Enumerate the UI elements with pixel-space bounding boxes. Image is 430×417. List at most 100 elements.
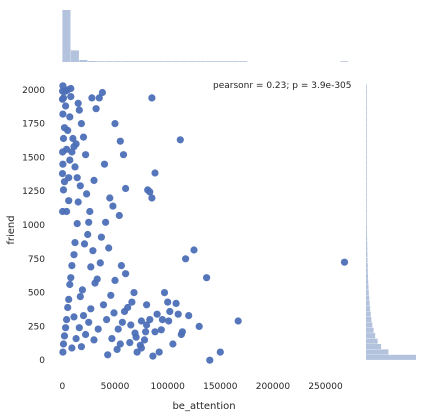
scatter-point bbox=[82, 151, 90, 159]
scatter-point bbox=[59, 134, 68, 143]
y-hist-bar bbox=[366, 349, 389, 355]
y-hist-bar bbox=[366, 203, 367, 209]
scatter-point bbox=[169, 340, 177, 348]
y-hist-bar bbox=[366, 127, 367, 133]
scatter-point bbox=[206, 356, 214, 364]
scatter-point bbox=[59, 348, 67, 356]
scatter-point bbox=[60, 178, 69, 186]
scatter-points bbox=[58, 82, 349, 364]
scatter-point bbox=[59, 110, 67, 118]
scatter-point bbox=[87, 263, 95, 271]
scatter-point bbox=[148, 94, 156, 102]
scatter-point bbox=[104, 351, 112, 359]
y-hist-bar bbox=[366, 89, 367, 95]
scatter-point bbox=[59, 82, 67, 90]
y-hist-bar bbox=[366, 154, 367, 160]
y-hist-bar bbox=[366, 116, 367, 122]
scatter-point bbox=[120, 307, 129, 316]
y-hist-bar bbox=[366, 300, 370, 306]
scatter-point bbox=[178, 328, 186, 336]
scatter-point bbox=[72, 140, 80, 148]
scatter-point bbox=[119, 151, 128, 159]
pearson-annotation: pearsonr = 0.23; p = 3.9e-305 bbox=[213, 81, 352, 91]
y-hist-bar bbox=[366, 311, 371, 317]
scatter-point bbox=[116, 340, 124, 348]
scatter-point bbox=[59, 87, 67, 95]
scatter-point bbox=[72, 335, 80, 343]
y-hist-bar bbox=[366, 100, 367, 106]
y-hist-bar bbox=[366, 149, 367, 155]
scatter-point bbox=[111, 120, 119, 128]
y-hist-bar bbox=[366, 344, 382, 350]
scatter-point bbox=[90, 176, 98, 184]
y-hist-bar bbox=[366, 273, 368, 279]
scatter-point bbox=[65, 197, 73, 205]
scatter-point bbox=[78, 286, 86, 294]
x-hist-bar bbox=[222, 61, 231, 62]
scatter-point bbox=[105, 244, 113, 252]
x-hist-bar bbox=[214, 61, 223, 62]
y-hist-bar bbox=[366, 198, 367, 204]
x-tick-label: 50000 bbox=[101, 382, 130, 392]
x-hist-bar bbox=[340, 61, 349, 62]
y-hist-bar bbox=[366, 279, 369, 285]
scatter-point bbox=[90, 336, 98, 344]
x-hist-bar bbox=[230, 61, 239, 62]
scatter-point bbox=[70, 251, 78, 259]
y-hist-bar bbox=[366, 214, 367, 220]
x-tick-label: 250000 bbox=[308, 382, 343, 392]
y-marginal-histogram bbox=[366, 84, 416, 360]
scatter-point bbox=[62, 324, 70, 332]
scatter-point bbox=[122, 270, 130, 278]
scatter-point bbox=[58, 95, 67, 103]
scatter-point bbox=[77, 120, 85, 128]
scatter-point bbox=[95, 94, 103, 102]
x-hist-bar bbox=[146, 61, 155, 62]
scatter-point bbox=[70, 313, 78, 321]
scatter-point bbox=[59, 160, 67, 168]
y-hist-bar bbox=[366, 170, 367, 176]
scatter-point bbox=[151, 328, 159, 336]
x-hist-bar bbox=[239, 61, 248, 62]
x-hist-bar bbox=[180, 61, 189, 62]
y-axis-label: friend bbox=[6, 215, 17, 244]
scatter-point bbox=[63, 316, 71, 324]
scatter-point bbox=[84, 230, 92, 239]
y-hist-bar bbox=[366, 181, 367, 187]
scatter-point bbox=[77, 343, 85, 351]
scatter-point bbox=[340, 258, 349, 266]
y-hist-bar bbox=[366, 246, 368, 252]
scatter-point bbox=[62, 102, 70, 110]
scatter-point bbox=[68, 148, 76, 156]
y-hist-bar bbox=[366, 262, 368, 268]
y-tick-label: 500 bbox=[28, 289, 45, 299]
scatter-point bbox=[83, 190, 91, 198]
scatter-point bbox=[111, 276, 119, 284]
scatter-point bbox=[116, 137, 124, 145]
scatter-point bbox=[114, 325, 122, 333]
scatter-point bbox=[110, 309, 118, 317]
scatter-point bbox=[122, 184, 130, 193]
scatter-point bbox=[108, 335, 116, 343]
scatter-point bbox=[106, 194, 114, 202]
scatter-point bbox=[82, 330, 90, 339]
scatter-point bbox=[118, 318, 126, 326]
y-hist-bar bbox=[366, 235, 368, 241]
scatter-point bbox=[195, 322, 203, 330]
y-tick-label: 1250 bbox=[22, 187, 45, 197]
y-hist-bar bbox=[366, 165, 367, 171]
scatter-point bbox=[66, 280, 74, 289]
scatter-point bbox=[68, 262, 76, 270]
scatter-point bbox=[137, 344, 145, 352]
scatter-point bbox=[60, 124, 69, 132]
x-hist-bar bbox=[138, 61, 147, 62]
scatter-point bbox=[115, 211, 123, 220]
scatter-point bbox=[65, 295, 73, 303]
x-marginal-histogram bbox=[62, 10, 349, 62]
x-hist-bar bbox=[163, 61, 172, 62]
scatter-point bbox=[137, 317, 145, 325]
scatter-point bbox=[190, 246, 198, 254]
y-hist-bar bbox=[366, 138, 367, 144]
x-hist-bar bbox=[121, 61, 130, 62]
x-hist-bar bbox=[79, 60, 88, 62]
